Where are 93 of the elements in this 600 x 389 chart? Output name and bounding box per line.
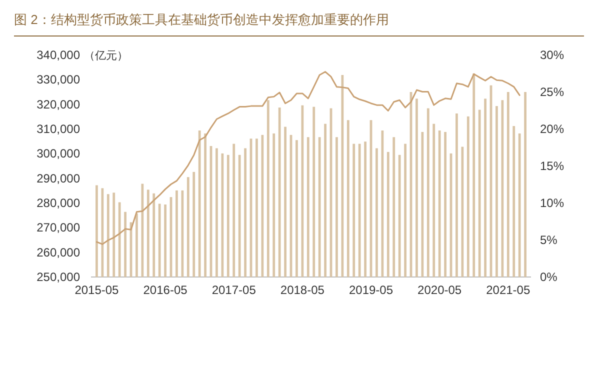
x-tick-label: 2021-05 <box>486 283 530 297</box>
y-tick-label: 310,000 <box>36 122 80 136</box>
bar <box>381 130 384 277</box>
bar <box>284 126 286 277</box>
bar <box>398 154 401 277</box>
bar <box>456 113 458 277</box>
bar <box>186 177 190 277</box>
y-axis-title: （亿元） <box>84 50 128 62</box>
x-tick-label: 2015-05 <box>74 283 120 297</box>
y-tick-label: 270,000 <box>36 220 80 235</box>
bar <box>478 110 481 277</box>
bar <box>278 108 281 277</box>
y2-tick-label: 10% <box>540 196 564 210</box>
bar <box>438 130 441 277</box>
bar <box>324 124 326 277</box>
bar <box>484 98 486 277</box>
bar <box>256 138 258 277</box>
bar <box>216 148 218 277</box>
bar <box>181 190 184 277</box>
y-tick-label: 290,000 <box>36 171 80 186</box>
line-series <box>96 71 520 245</box>
bar <box>296 140 298 277</box>
bar <box>461 146 464 277</box>
bar <box>221 153 224 277</box>
y-tick-label: 330,000 <box>36 72 80 87</box>
bar <box>101 188 104 277</box>
bar <box>432 124 436 277</box>
y-tick-label: 260,000 <box>36 245 80 260</box>
y2-tick-label: 15% <box>540 159 564 173</box>
bar <box>261 134 264 277</box>
bar <box>136 213 138 277</box>
y2-tick-label: 20% <box>540 122 564 136</box>
bar <box>392 137 396 277</box>
bar <box>266 100 270 277</box>
x-tick-label: 2019-05 <box>348 283 394 297</box>
bar <box>312 106 316 277</box>
bar <box>416 98 418 277</box>
bar <box>112 192 116 277</box>
bar <box>301 105 304 277</box>
x-tick-label: 2016-05 <box>143 283 188 297</box>
bar <box>272 133 276 277</box>
chart-title: 图 2：结构型货币政策工具在基础货币创造中发挥愈加重要的作用 <box>14 12 389 27</box>
y2-tick-label: 5% <box>540 233 558 247</box>
x-tick-label: 2020-05 <box>418 283 462 297</box>
bar <box>176 190 178 277</box>
bar <box>352 144 356 277</box>
bar <box>404 144 406 277</box>
bar <box>336 137 338 277</box>
bar <box>466 116 470 277</box>
y-tick-label: 340,000 <box>36 48 80 62</box>
bar <box>232 144 236 277</box>
bar <box>426 108 430 277</box>
bar <box>226 154 230 277</box>
bar <box>204 133 206 277</box>
bar <box>386 152 390 277</box>
bar <box>341 74 344 277</box>
bar <box>152 193 156 277</box>
bar <box>512 126 516 277</box>
bar <box>524 92 526 277</box>
bar <box>198 130 201 277</box>
bar <box>318 137 321 277</box>
bar <box>421 132 424 277</box>
y2-tick-label: 0% <box>540 270 558 284</box>
bar <box>306 137 310 277</box>
y-tick-label: 250,000 <box>36 270 80 284</box>
bar <box>518 133 521 277</box>
bar <box>358 144 361 277</box>
bar <box>346 120 350 277</box>
bar <box>364 142 366 277</box>
bar <box>106 194 110 277</box>
x-tick-label: 2018-05 <box>280 283 325 297</box>
y2-tick-label: 30% <box>540 48 564 62</box>
bar <box>124 212 126 277</box>
bar <box>506 92 510 277</box>
bar <box>376 148 378 277</box>
bar <box>141 184 144 277</box>
bar <box>146 190 150 277</box>
bar <box>496 106 498 277</box>
y-tick-label: 280,000 <box>36 196 80 210</box>
bar <box>501 100 504 277</box>
y-tick-label: 300,000 <box>36 146 80 161</box>
bar <box>158 204 161 277</box>
y-tick-label: 320,000 <box>36 97 80 112</box>
bar <box>118 202 121 277</box>
bar <box>244 148 246 277</box>
bar <box>96 185 98 277</box>
y2-tick-label: 25% <box>540 85 564 99</box>
bar <box>444 132 446 277</box>
x-tick-label: 2017-05 <box>212 283 256 297</box>
bar <box>164 204 166 277</box>
bar <box>472 74 476 277</box>
bar <box>238 154 241 277</box>
bar <box>192 172 196 277</box>
